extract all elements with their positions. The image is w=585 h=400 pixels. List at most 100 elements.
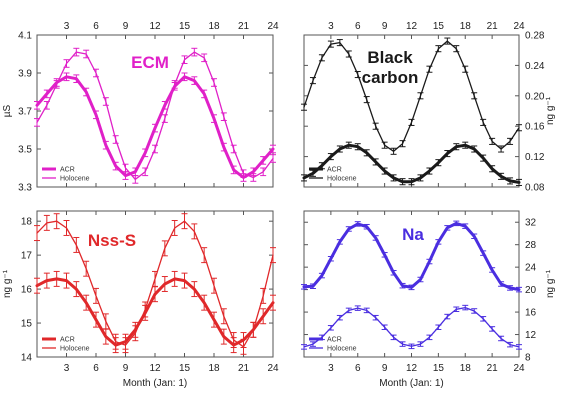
- data-point-holocene: [435, 45, 442, 53]
- data-point-acr: [102, 140, 109, 150]
- chart-panel-ecm: 3 6 9 12 15 18 21 24 3.3 3.5 3.7 3.9 4.1 µS ACR Holocen…: [2, 21, 279, 194]
- y-tick-label: 17: [21, 251, 33, 262]
- legend-label: ACR: [327, 167, 342, 174]
- x-axis-label: Month (Jan: 1): [379, 378, 443, 389]
- y-tick-label: 3.7: [18, 107, 32, 118]
- data-point-holocene: [381, 141, 388, 149]
- data-point-holocene: [112, 333, 119, 350]
- data-point-acr: [181, 72, 188, 82]
- data-point-holocene: [230, 144, 237, 154]
- data-point-acr: [435, 239, 442, 245]
- y-tick-label: 32: [525, 218, 537, 229]
- data-point-holocene: [181, 213, 188, 230]
- data-point-holocene: [462, 65, 469, 73]
- data-point-acr: [480, 154, 487, 162]
- legend: ACR Holocene: [42, 167, 90, 183]
- data-point-holocene: [498, 335, 505, 342]
- data-point-holocene: [336, 314, 343, 321]
- data-point-holocene: [34, 225, 40, 242]
- chart-panel-bc: 3 6 9 12 15 18 21 24 0.08 0.12 0.16 0.20 0.24 0.28 ng …: [301, 21, 556, 194]
- y-tick-label: 16: [525, 308, 537, 319]
- legend-label: Holocene: [60, 176, 90, 183]
- y-tick-label: 3.3: [18, 183, 32, 194]
- data-point-acr: [161, 276, 168, 292]
- data-point-holocene: [444, 37, 451, 45]
- y-tick-label: 24: [525, 263, 537, 274]
- x-tick-label: 6: [93, 363, 99, 374]
- data-point-holocene: [426, 65, 433, 73]
- data-point-acr: [230, 165, 237, 175]
- data-point-acr: [354, 143, 361, 151]
- data-point-holocene: [211, 78, 217, 87]
- data-point-holocene: [435, 324, 442, 330]
- x-tick-label: 3: [64, 363, 70, 374]
- data-point-acr: [161, 101, 168, 110]
- data-point-acr: [444, 225, 451, 231]
- data-point-holocene: [122, 163, 129, 173]
- data-point-holocene: [318, 54, 325, 62]
- data-point-holocene: [142, 167, 149, 177]
- data-point-acr: [399, 178, 406, 186]
- data-point-holocene: [516, 124, 522, 132]
- x-tick-label: 21: [238, 363, 250, 374]
- chart-title-line: carbon: [362, 68, 419, 87]
- data-point-acr: [336, 145, 343, 153]
- y-tick-label: 4.1: [18, 31, 32, 42]
- data-point-holocene: [489, 137, 496, 145]
- data-point-holocene: [507, 341, 514, 348]
- data-point-holocene: [142, 301, 149, 318]
- data-point-holocene: [53, 213, 60, 230]
- data-point-acr: [345, 141, 352, 149]
- data-point-holocene: [250, 321, 257, 338]
- data-point-acr: [453, 220, 460, 227]
- data-point-holocene: [122, 337, 129, 354]
- data-point-acr: [408, 178, 415, 186]
- data-point-acr: [220, 142, 227, 152]
- data-point-acr: [390, 174, 397, 182]
- data-point-holocene: [112, 135, 119, 144]
- data-point-holocene: [270, 247, 276, 264]
- x-tick-label: 15: [179, 363, 191, 374]
- y-axis-label: ng g⁻¹: [545, 96, 556, 125]
- chart-title: ECM: [131, 53, 169, 72]
- y-tick-label: 20: [525, 285, 537, 296]
- data-point-holocene: [363, 96, 370, 104]
- data-point-acr: [471, 145, 478, 153]
- y-tick-label: 0.24: [525, 61, 545, 72]
- data-point-holocene: [63, 59, 70, 68]
- data-point-holocene: [73, 47, 80, 57]
- x-tick-label: 18: [208, 363, 220, 374]
- x-tick-label: 3: [64, 21, 70, 32]
- data-point-holocene: [83, 260, 90, 277]
- data-point-acr: [453, 143, 460, 151]
- data-point-acr: [83, 294, 90, 311]
- legend-label: Holocene: [60, 346, 90, 353]
- data-point-acr: [63, 72, 70, 82]
- data-point-holocene: [372, 122, 379, 130]
- data-point-holocene: [408, 118, 415, 126]
- data-point-acr: [318, 272, 325, 279]
- legend-label: ACR: [60, 337, 75, 344]
- chart-panel-nss: 3 6 9 12 15 18 21 24 Month (Jan: 1) 14 15 16 17 18 ng …: [2, 210, 279, 389]
- x-tick-label: 9: [382, 363, 388, 374]
- x-tick-label: 12: [149, 363, 161, 374]
- data-point-holocene: [498, 145, 505, 153]
- data-point-acr: [34, 101, 40, 110]
- data-point-acr: [516, 178, 522, 186]
- data-point-acr: [201, 89, 208, 99]
- x-tick-label: 15: [179, 21, 191, 32]
- data-point-holocene: [220, 308, 227, 325]
- data-point-acr: [270, 144, 276, 154]
- x-tick-label: 15: [433, 363, 445, 374]
- data-point-acr: [93, 110, 99, 120]
- data-point-holocene: [270, 154, 276, 163]
- data-point-acr: [73, 281, 80, 298]
- y-tick-label: 0.16: [525, 122, 545, 133]
- data-point-holocene: [480, 118, 487, 126]
- y-tick-label: 18: [21, 217, 33, 228]
- y-tick-label: 0.28: [525, 31, 545, 42]
- legend: ACR Holocene: [309, 337, 357, 353]
- data-point-acr: [498, 172, 505, 180]
- data-point-acr: [426, 167, 433, 175]
